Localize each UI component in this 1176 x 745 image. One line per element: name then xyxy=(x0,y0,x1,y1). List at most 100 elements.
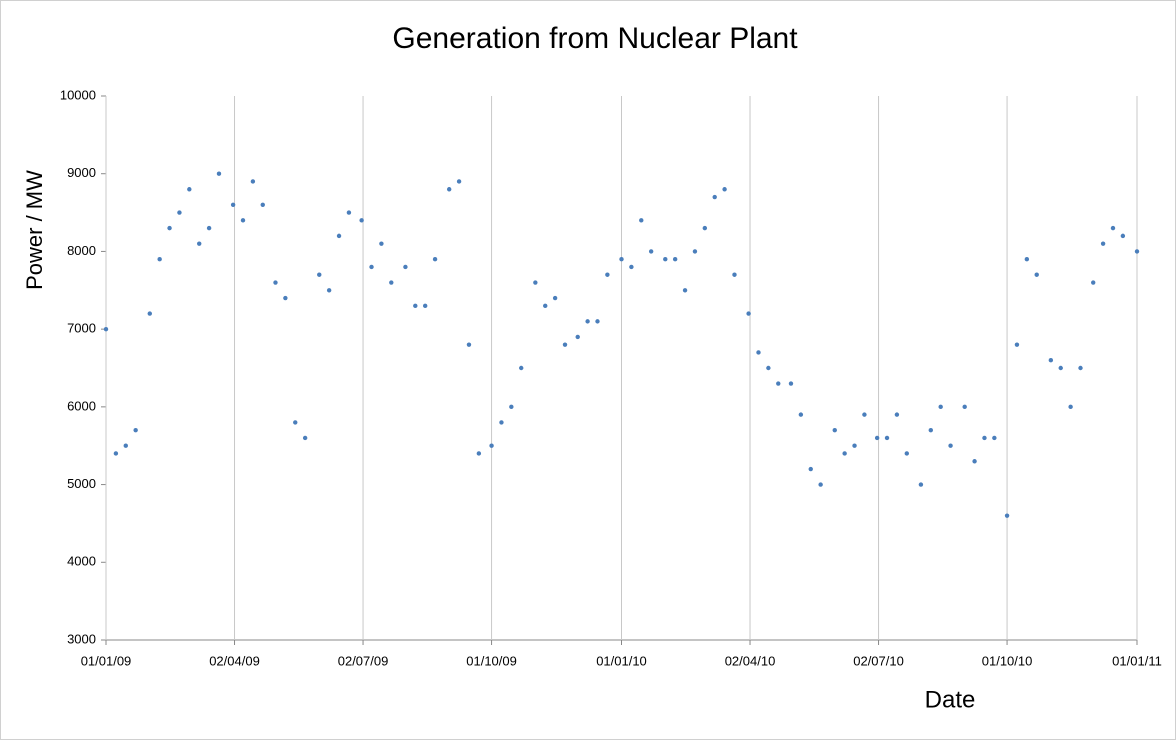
data-point xyxy=(359,218,364,223)
data-point xyxy=(1134,249,1140,254)
data-point xyxy=(808,466,813,472)
data-point xyxy=(962,404,967,410)
data-point xyxy=(326,288,332,293)
data-point xyxy=(133,427,138,433)
x-tick-label: 01/01/10 xyxy=(596,653,647,668)
data-point xyxy=(798,412,804,417)
data-point xyxy=(1024,257,1030,262)
data-point xyxy=(776,381,781,386)
data-point xyxy=(672,257,678,262)
data-point xyxy=(519,365,524,371)
data-point xyxy=(1091,280,1096,285)
data-point xyxy=(379,241,384,246)
data-point xyxy=(389,280,394,285)
data-point xyxy=(746,311,751,316)
data-point xyxy=(456,179,462,184)
data-point xyxy=(446,187,452,192)
data-point xyxy=(1034,272,1039,277)
data-point xyxy=(230,202,236,207)
data-point xyxy=(509,404,514,410)
data-point xyxy=(103,326,109,332)
data-point xyxy=(317,272,322,277)
data-point xyxy=(712,194,717,200)
data-point xyxy=(928,427,933,433)
data-point xyxy=(842,451,847,456)
data-point xyxy=(302,435,308,441)
data-point xyxy=(499,420,504,425)
data-point xyxy=(1120,233,1126,239)
data-point xyxy=(619,257,624,262)
data-point xyxy=(938,404,943,410)
data-point xyxy=(702,225,708,231)
y-tick-label: 4000 xyxy=(67,554,96,569)
x-tick-label: 01/10/09 xyxy=(466,653,517,668)
data-point xyxy=(147,311,152,316)
data-point xyxy=(648,249,654,254)
data-point xyxy=(466,342,472,347)
data-point xyxy=(918,482,924,487)
data-point xyxy=(1014,342,1020,347)
data-point xyxy=(756,350,761,355)
y-tick-label: 7000 xyxy=(67,321,96,336)
x-tick-label: 02/07/10 xyxy=(853,653,904,668)
data-point xyxy=(1068,404,1073,410)
x-tick-label: 02/04/09 xyxy=(209,653,260,668)
data-point xyxy=(884,435,890,441)
data-point xyxy=(874,435,880,441)
data-point xyxy=(413,303,418,309)
chart-title: Generation from Nuclear Plant xyxy=(392,22,798,55)
y-tick-label: 10000 xyxy=(60,87,96,102)
data-point xyxy=(240,218,246,223)
data-point xyxy=(852,443,857,448)
data-point xyxy=(682,288,688,293)
data-point xyxy=(422,303,428,309)
data-point xyxy=(167,225,172,231)
data-point xyxy=(832,427,837,433)
y-tick-label: 8000 xyxy=(67,243,96,258)
data-point xyxy=(722,187,727,192)
data-point xyxy=(260,202,265,207)
y-axis-title: Power / MW xyxy=(22,170,47,290)
data-point xyxy=(293,420,298,425)
data-point xyxy=(972,459,977,464)
data-point xyxy=(206,225,212,231)
data-point xyxy=(766,365,771,371)
data-point xyxy=(216,171,222,176)
data-point xyxy=(476,451,482,456)
data-point xyxy=(629,264,634,270)
data-point xyxy=(992,435,997,441)
data-point xyxy=(904,451,909,456)
data-point xyxy=(123,443,128,448)
data-point xyxy=(533,280,538,285)
data-point xyxy=(197,241,202,246)
x-tick-label: 01/01/09 xyxy=(81,653,132,668)
x-tick-label: 02/07/09 xyxy=(338,653,389,668)
data-point xyxy=(948,443,953,448)
data-point xyxy=(250,179,256,184)
data-point xyxy=(982,435,987,441)
data-point xyxy=(346,210,352,215)
y-tick-label: 9000 xyxy=(67,165,96,180)
x-tick-label: 01/01/11 xyxy=(1112,653,1162,668)
data-point xyxy=(369,264,374,270)
data-point xyxy=(818,482,823,487)
data-point xyxy=(273,280,278,285)
data-point xyxy=(177,210,182,215)
x-tick-label: 01/10/10 xyxy=(982,653,1033,668)
data-point xyxy=(1048,358,1054,363)
data-point xyxy=(1078,365,1083,371)
data-point xyxy=(113,451,119,456)
data-point xyxy=(187,187,192,192)
y-tick-label: 6000 xyxy=(67,398,96,413)
data-point xyxy=(1058,365,1063,371)
data-point xyxy=(552,295,558,301)
data-point xyxy=(336,233,342,239)
data-point xyxy=(732,272,737,277)
data-point xyxy=(489,443,494,448)
data-point xyxy=(639,218,644,223)
data-point xyxy=(283,295,288,301)
data-point xyxy=(1004,513,1010,518)
data-point xyxy=(605,272,610,277)
